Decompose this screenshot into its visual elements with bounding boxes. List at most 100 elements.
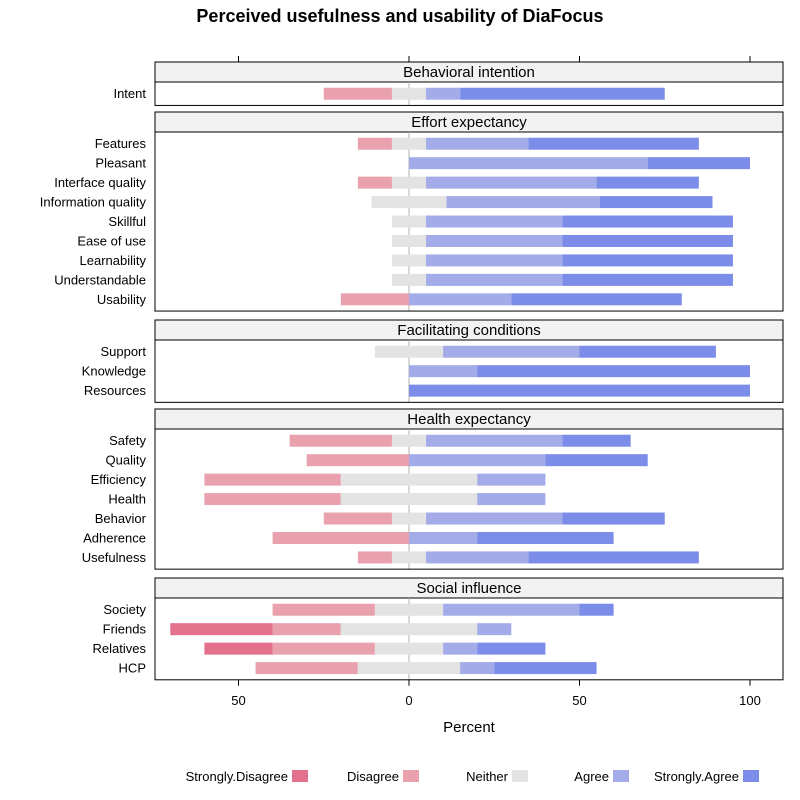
row-relatives: Relatives [93, 641, 546, 656]
bar-segment-agree [409, 157, 648, 170]
row-usefulness: Usefulness [82, 550, 699, 565]
bar-segment-neither [391, 87, 427, 100]
bar-segment-neither [374, 603, 444, 616]
bar-segment-disagree [272, 603, 375, 616]
row-skillful: Skillful [108, 214, 733, 229]
bar-segment-neither [391, 434, 427, 447]
bar-segment-agree [426, 176, 597, 189]
bar-segment-strongly-agree [562, 254, 733, 267]
bar-segment-strongly-agree [494, 662, 597, 675]
legend-item-strongly-disagree: Strongly.Disagree [186, 769, 308, 784]
bar-segment-neither [340, 623, 478, 636]
bar-segment-neither [391, 551, 427, 564]
row-label: Behavior [95, 511, 147, 526]
panel-frame [154, 577, 784, 681]
legend-swatch [403, 770, 419, 782]
row-behavior: Behavior [95, 511, 665, 526]
bar-segment-agree [446, 196, 600, 209]
row-label: Health [108, 492, 146, 507]
bar-segment-neither [340, 493, 478, 506]
row-label: Usefulness [82, 550, 147, 565]
bar-segment-strongly-agree [647, 157, 750, 170]
row-label: Ease of use [77, 233, 146, 248]
row-knowledge: Knowledge [82, 364, 750, 379]
bar-segment-strongly-agree [528, 137, 699, 150]
row-label: Features [95, 136, 147, 151]
row-usability: Usability [97, 292, 682, 307]
bar-segment-neither [391, 234, 427, 247]
panels: Behavioral intention Intent Effort expecta… [40, 61, 784, 681]
panel-frame [154, 408, 784, 570]
row-label: Society [103, 602, 146, 617]
bar-segment-agree [409, 293, 512, 306]
bar-segment-disagree [204, 493, 341, 506]
bar-segment-agree [426, 215, 563, 228]
panel-title: Health expectancy [407, 411, 531, 428]
panel-2: Facilitating conditions Support Knowledge R… [82, 319, 784, 403]
legend-item-disagree: Disagree [347, 769, 419, 784]
bar-segment-disagree [357, 551, 392, 564]
bar-segment-agree [443, 345, 580, 358]
row-safety: Safety [109, 433, 631, 448]
row-friends: Friends [103, 622, 512, 637]
bar-segment-agree [477, 473, 546, 486]
bar-segment-strongly-disagree [204, 642, 273, 655]
bar-segment-neither [391, 512, 427, 525]
bar-segment-strongly-agree [409, 384, 750, 397]
bar-segment-agree [409, 365, 478, 378]
row-label: Safety [109, 433, 146, 448]
row-interface-quality: Interface quality [54, 175, 699, 190]
row-adherence: Adherence [83, 530, 614, 545]
bar-segment-strongly-agree [545, 454, 648, 467]
row-label: Adherence [83, 530, 146, 545]
row-quality: Quality [106, 453, 648, 468]
legend-swatch [743, 770, 759, 782]
row-learnability: Learnability [80, 253, 733, 268]
bar-segment-disagree [357, 137, 392, 150]
bar-segment-strongly-agree [477, 365, 750, 378]
legend-swatch [292, 770, 308, 782]
bar-segment-neither [391, 176, 427, 189]
bar-segment-strongly-agree [579, 603, 614, 616]
x-axis-label: Percent [443, 719, 496, 736]
row-label: Friends [103, 622, 147, 637]
x-axis: 50 0 50 100 [231, 56, 761, 708]
legend-label: Disagree [347, 769, 399, 784]
bar-segment-strongly-agree [460, 87, 665, 100]
row-label: Support [100, 344, 146, 359]
panel-frame [154, 319, 784, 403]
legend-label: Neither [466, 769, 509, 784]
bar-segment-disagree [272, 531, 409, 544]
bar-segment-disagree [357, 176, 392, 189]
bar-segment-strongly-agree [562, 512, 665, 525]
panel-3: Health expectancy Safety Quality Efficiency… [82, 408, 784, 570]
panel-1: Effort expectancy Features Pleasant Interfa… [40, 111, 784, 312]
row-label: Quality [106, 453, 147, 468]
tick-label: 50 [231, 693, 245, 708]
bar-segment-disagree [323, 512, 392, 525]
row-label: Knowledge [82, 364, 146, 379]
panel-title: Behavioral intention [403, 64, 535, 81]
panel-0: Behavioral intention Intent [113, 61, 784, 106]
legend-item-strongly-agree: Strongly.Agree [654, 769, 759, 784]
bar-segment-agree [443, 642, 478, 655]
bar-segment-disagree [272, 642, 375, 655]
bar-segment-agree [426, 512, 563, 525]
bar-segment-neither [357, 662, 461, 675]
bar-segment-agree [426, 273, 563, 286]
row-label: HCP [119, 661, 146, 676]
bar-segment-strongly-agree [477, 642, 546, 655]
bar-segment-neither [340, 473, 478, 486]
row-label: Usability [97, 292, 147, 307]
panel-title: Facilitating conditions [397, 322, 540, 339]
bar-segment-agree [460, 662, 495, 675]
bar-segment-disagree [289, 434, 392, 447]
row-intent: Intent [113, 86, 665, 101]
bar-segment-neither [391, 273, 427, 286]
bar-segment-strongly-agree [579, 345, 716, 358]
bar-segment-agree [426, 87, 461, 100]
bar-segment-strongly-agree [562, 215, 733, 228]
bar-segment-strongly-agree [562, 234, 733, 247]
bar-segment-agree [426, 254, 563, 267]
bar-segment-strongly-agree [562, 434, 631, 447]
